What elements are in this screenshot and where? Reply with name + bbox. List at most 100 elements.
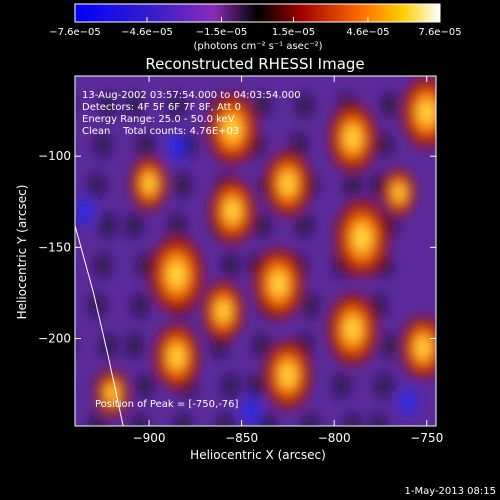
heatmap-minimum xyxy=(75,196,94,225)
heatmap-trough xyxy=(132,415,147,426)
heatmap-trough xyxy=(217,415,232,426)
y-tick-label: −200 xyxy=(38,332,71,346)
heatmap-trough xyxy=(292,134,307,157)
source-core xyxy=(416,337,430,359)
info-line-clean: Clean Total counts: 4.76E+03 xyxy=(82,126,239,137)
heatmap-minimum xyxy=(399,388,418,417)
colorbar-tick-label: −4.6e−05 xyxy=(121,27,173,38)
source-core xyxy=(281,172,295,195)
heatmap-trough xyxy=(101,334,116,357)
info-block: 13-Aug-2002 03:57:54.000 to 04:03:54.000… xyxy=(82,90,301,137)
heatmap-trough xyxy=(127,334,142,357)
heatmap-trough xyxy=(90,294,105,317)
source-core xyxy=(345,317,361,342)
x-tick-label: −750 xyxy=(410,431,443,445)
info-line-time: 13-Aug-2002 03:57:54.000 to 04:03:54.000 xyxy=(82,90,301,101)
heatmap-trough xyxy=(90,174,105,197)
colorbar-tick-label: 7.6e−05 xyxy=(418,27,461,38)
colorbar-ticks: −7.6e−05 −4.6e−05 −1.5e−05 1.5e−05 4.6e−05 7.… xyxy=(49,17,462,38)
chart-title: Reconstructed RHESSI Image xyxy=(145,55,364,73)
heatmap-trough xyxy=(249,374,264,397)
heatmap-trough xyxy=(138,134,153,157)
source-core xyxy=(170,345,184,368)
heatmap-trough xyxy=(169,214,184,237)
footer-timestamp: 1-May-2013 08:15 xyxy=(404,486,496,497)
source-core xyxy=(216,301,230,322)
heatmap-trough xyxy=(345,174,360,197)
source-core xyxy=(419,100,435,125)
solar-limb xyxy=(75,225,124,426)
colorbar xyxy=(74,3,441,23)
heatmap-trough xyxy=(175,415,190,426)
x-tick-label: −850 xyxy=(225,431,258,445)
x-tick-label: −800 xyxy=(318,431,351,445)
colorbar-units: (photons cm⁻² s⁻¹ asec⁻²) xyxy=(193,41,322,52)
plot-frame xyxy=(74,75,437,427)
heatmap-trough xyxy=(254,334,269,357)
heatmap-trough xyxy=(254,94,269,117)
heatmap-minimum xyxy=(167,133,186,162)
heatmap-trough xyxy=(59,214,73,236)
heatmap-trough xyxy=(138,254,153,277)
heatmap-trough xyxy=(132,294,147,317)
info-line-detectors: Detectors: 4F 5F 6F 7F 8F, Att 0 xyxy=(82,102,241,113)
heatmap-trough xyxy=(382,94,397,117)
heatmap-trough xyxy=(138,374,153,397)
source-core xyxy=(353,225,370,252)
heatmap-trough xyxy=(371,415,386,426)
heatmap-trough xyxy=(223,374,238,397)
heatmap-trough xyxy=(371,174,386,197)
source-core xyxy=(280,363,295,387)
heatmap-trough xyxy=(101,214,116,237)
colorbar-tick-label: −1.5e−05 xyxy=(196,27,248,38)
heatmap-trough xyxy=(382,334,397,357)
source-core xyxy=(107,385,118,402)
heatmap-trough xyxy=(90,415,105,426)
y-tick-label: −100 xyxy=(38,149,71,163)
source-core xyxy=(393,184,404,201)
heatmap-minimum xyxy=(241,397,260,426)
source-core xyxy=(271,271,287,296)
heatmap-trough xyxy=(303,294,318,317)
heatmap-image xyxy=(48,77,436,426)
heatmap-trough xyxy=(212,334,227,357)
source-core xyxy=(168,261,185,288)
x-tick-label: −900 xyxy=(133,431,166,445)
info-line-energy: Energy Range: 25.0 - 50.0 keV xyxy=(82,114,235,125)
colorbar-tick-label: −7.6e−05 xyxy=(49,27,101,38)
heatmap-trough xyxy=(297,94,312,117)
heatmap-trough xyxy=(371,294,386,317)
limb-line xyxy=(75,225,124,426)
y-axis-ticks: −100 −150 −200 xyxy=(38,149,436,346)
heatmap-trough xyxy=(223,254,238,277)
source-core xyxy=(225,199,240,222)
heatmap-blobs xyxy=(48,77,436,426)
colorbar-tick-label: 1.5e−05 xyxy=(272,27,315,38)
heatmap-trough xyxy=(297,214,312,237)
heatmap-trough xyxy=(169,94,184,117)
heatmap-trough xyxy=(334,374,349,397)
heatmap-trough xyxy=(345,415,360,426)
heatmap-trough xyxy=(127,214,142,237)
heatmap-trough xyxy=(53,255,67,277)
y-tick-label: −150 xyxy=(38,240,71,254)
heatmap-trough xyxy=(377,374,392,397)
heatmap-trough xyxy=(59,94,73,116)
heatmap-trough xyxy=(260,415,275,426)
colorbar-tick-label: 4.6e−05 xyxy=(346,27,389,38)
heatmap-trough xyxy=(101,94,116,117)
source-core xyxy=(224,116,240,141)
heatmap-trough xyxy=(127,94,142,117)
heatmap-trough xyxy=(48,295,62,317)
peak-position-label: Position of Peak = [-750,-76] xyxy=(95,399,239,410)
source-core xyxy=(345,126,360,150)
heatmap-trough xyxy=(48,174,62,196)
y-axis-label: Heliocentric Y (arcsec) xyxy=(15,185,29,320)
heatmap-trough xyxy=(53,375,67,397)
heatmap-trough xyxy=(254,214,269,237)
source-core xyxy=(143,174,155,193)
heatmap-trough xyxy=(377,134,392,157)
x-axis-ticks: −900 −850 −800 −750 xyxy=(133,76,443,445)
heatmap-trough xyxy=(175,174,190,197)
